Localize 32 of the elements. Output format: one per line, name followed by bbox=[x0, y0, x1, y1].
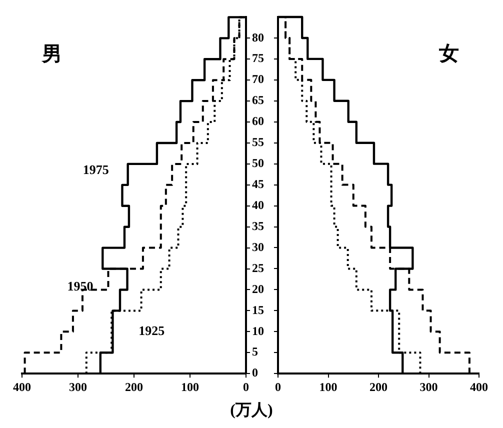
x-tick-label: 0 bbox=[275, 380, 281, 394]
text: 男 bbox=[41, 43, 62, 66]
y-tick-label: 45 bbox=[252, 177, 264, 192]
y-tick-label: 10 bbox=[252, 324, 264, 338]
y-tick-label: 5 bbox=[252, 344, 258, 359]
x-tick-label: 200 bbox=[125, 380, 143, 394]
y-tick-label: 0 bbox=[252, 366, 258, 380]
y-tick-label: 15 bbox=[252, 302, 264, 317]
x-tick-label: 200 bbox=[370, 380, 388, 394]
y-tick-label: 30 bbox=[252, 240, 264, 254]
y-tick-label: 40 bbox=[252, 198, 264, 212]
y-tick-label: 80 bbox=[252, 30, 264, 44]
y-tick-label: 35 bbox=[252, 218, 264, 233]
y-tick-label: 50 bbox=[252, 156, 264, 170]
y-tick-label: 25 bbox=[252, 260, 264, 275]
series-label: 1975 bbox=[82, 162, 110, 177]
x-axis-title: (万人) bbox=[229, 401, 274, 421]
y-tick-label: 60 bbox=[252, 114, 264, 128]
x-tick-label: 100 bbox=[181, 380, 199, 394]
y-tick-label: 55 bbox=[252, 135, 264, 150]
x-tick-label: 100 bbox=[319, 380, 338, 394]
x-tick-label: 400 bbox=[470, 380, 488, 394]
y-tick-label: 75 bbox=[252, 51, 264, 66]
text: 女 bbox=[438, 43, 459, 66]
x-tick-label: 0 bbox=[243, 380, 249, 394]
y-tick-label: 20 bbox=[252, 282, 264, 296]
y-tick-label: 70 bbox=[252, 72, 264, 86]
series-label: 1925 bbox=[138, 323, 166, 338]
y-tick-label: 65 bbox=[252, 93, 264, 108]
x-tick-label: 300 bbox=[69, 380, 87, 394]
x-tick-label: 300 bbox=[420, 380, 438, 394]
x-tick-label: 400 bbox=[13, 380, 31, 394]
